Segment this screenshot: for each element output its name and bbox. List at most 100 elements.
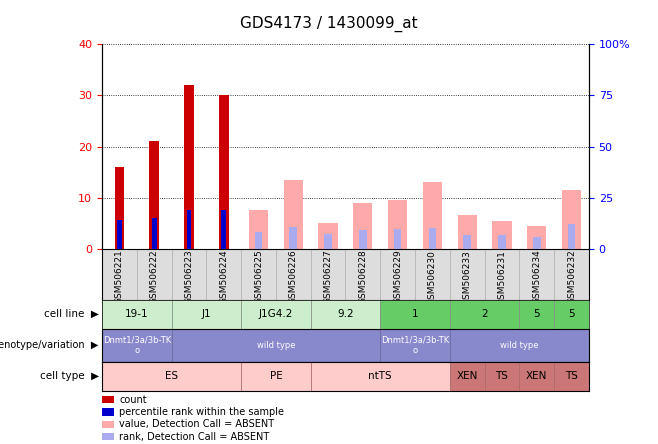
Text: GSM506234: GSM506234 — [532, 250, 542, 305]
Text: GSM506223: GSM506223 — [184, 250, 193, 305]
Bar — [484, 249, 519, 300]
Bar — [172, 329, 380, 362]
Bar — [562, 190, 581, 249]
Text: cell type  ▶: cell type ▶ — [39, 371, 99, 381]
Bar — [345, 249, 380, 300]
Bar — [527, 226, 546, 249]
Bar — [172, 249, 207, 300]
Text: Dnmt1/3a/3b-TK
o: Dnmt1/3a/3b-TK o — [381, 336, 449, 355]
Text: J1G4.2: J1G4.2 — [259, 309, 293, 319]
Bar — [457, 215, 477, 249]
Text: TS: TS — [565, 371, 578, 381]
Bar — [492, 221, 511, 249]
Text: cell line  ▶: cell line ▶ — [44, 309, 99, 319]
Bar — [359, 230, 367, 249]
Bar — [249, 210, 268, 249]
Text: GSM506221: GSM506221 — [115, 250, 124, 305]
Text: 1: 1 — [412, 309, 418, 319]
Text: GSM506224: GSM506224 — [219, 250, 228, 304]
Bar — [423, 182, 442, 249]
Text: PE: PE — [270, 371, 282, 381]
Text: GSM506230: GSM506230 — [428, 250, 437, 305]
Text: GSM506231: GSM506231 — [497, 250, 507, 305]
Bar — [186, 210, 191, 249]
Bar — [463, 235, 471, 249]
Text: J1: J1 — [201, 309, 211, 319]
Text: TS: TS — [495, 371, 509, 381]
Text: GSM506225: GSM506225 — [254, 250, 263, 305]
Bar — [380, 249, 415, 300]
Text: GSM506229: GSM506229 — [393, 250, 402, 305]
Bar — [219, 95, 228, 249]
Text: ES: ES — [165, 371, 178, 381]
Bar — [311, 362, 450, 391]
Bar — [519, 362, 554, 391]
Bar — [117, 220, 122, 249]
Bar — [318, 223, 338, 249]
Text: 9.2: 9.2 — [337, 309, 354, 319]
Text: rank, Detection Call = ABSENT: rank, Detection Call = ABSENT — [119, 432, 269, 442]
Bar — [311, 249, 345, 300]
Text: GSM506226: GSM506226 — [289, 250, 298, 305]
Text: 5: 5 — [569, 309, 575, 319]
Bar — [519, 300, 554, 329]
Text: ntTS: ntTS — [368, 371, 392, 381]
Text: percentile rank within the sample: percentile rank within the sample — [119, 407, 284, 417]
Text: GSM506227: GSM506227 — [324, 250, 332, 305]
Bar — [450, 329, 589, 362]
Text: GSM506222: GSM506222 — [149, 250, 159, 304]
Bar — [380, 329, 450, 362]
Bar — [450, 300, 519, 329]
Bar — [221, 210, 226, 249]
Bar — [241, 362, 311, 391]
Bar — [184, 85, 194, 249]
Text: Dnmt1/3a/3b-TK
o: Dnmt1/3a/3b-TK o — [103, 336, 171, 355]
Text: GSM506232: GSM506232 — [567, 250, 576, 305]
Bar — [311, 300, 380, 329]
Text: GSM506228: GSM506228 — [359, 250, 367, 305]
Bar — [241, 300, 311, 329]
Bar — [284, 180, 303, 249]
Bar — [290, 227, 297, 249]
Bar — [415, 249, 450, 300]
Bar — [102, 249, 137, 300]
Bar — [102, 300, 172, 329]
Bar — [276, 249, 311, 300]
Text: genotype/variation  ▶: genotype/variation ▶ — [0, 340, 99, 350]
Bar — [114, 167, 124, 249]
Bar — [450, 249, 484, 300]
Bar — [554, 249, 589, 300]
Bar — [137, 249, 172, 300]
Text: GDS4173 / 1430099_at: GDS4173 / 1430099_at — [240, 16, 418, 32]
Text: 2: 2 — [481, 309, 488, 319]
Bar — [102, 329, 172, 362]
Text: count: count — [119, 395, 147, 404]
Bar — [353, 202, 372, 249]
Text: value, Detection Call = ABSENT: value, Detection Call = ABSENT — [119, 420, 274, 429]
Bar — [498, 235, 506, 249]
Bar — [428, 228, 436, 249]
Bar — [484, 362, 519, 391]
Bar — [172, 300, 241, 329]
Bar — [554, 300, 589, 329]
Text: wild type: wild type — [257, 341, 295, 350]
Text: XEN: XEN — [526, 371, 547, 381]
Bar — [568, 224, 575, 249]
Text: 19-1: 19-1 — [125, 309, 149, 319]
Bar — [207, 249, 241, 300]
Bar — [255, 232, 263, 249]
Bar — [324, 234, 332, 249]
Bar — [450, 362, 484, 391]
Bar — [554, 362, 589, 391]
Text: GSM506233: GSM506233 — [463, 250, 472, 305]
Bar — [519, 249, 554, 300]
Bar — [388, 200, 407, 249]
Text: wild type: wild type — [500, 341, 539, 350]
Bar — [533, 238, 541, 249]
Bar — [241, 249, 276, 300]
Bar — [380, 300, 450, 329]
Text: 5: 5 — [534, 309, 540, 319]
Bar — [393, 229, 401, 249]
Bar — [149, 142, 159, 249]
Bar — [152, 218, 157, 249]
